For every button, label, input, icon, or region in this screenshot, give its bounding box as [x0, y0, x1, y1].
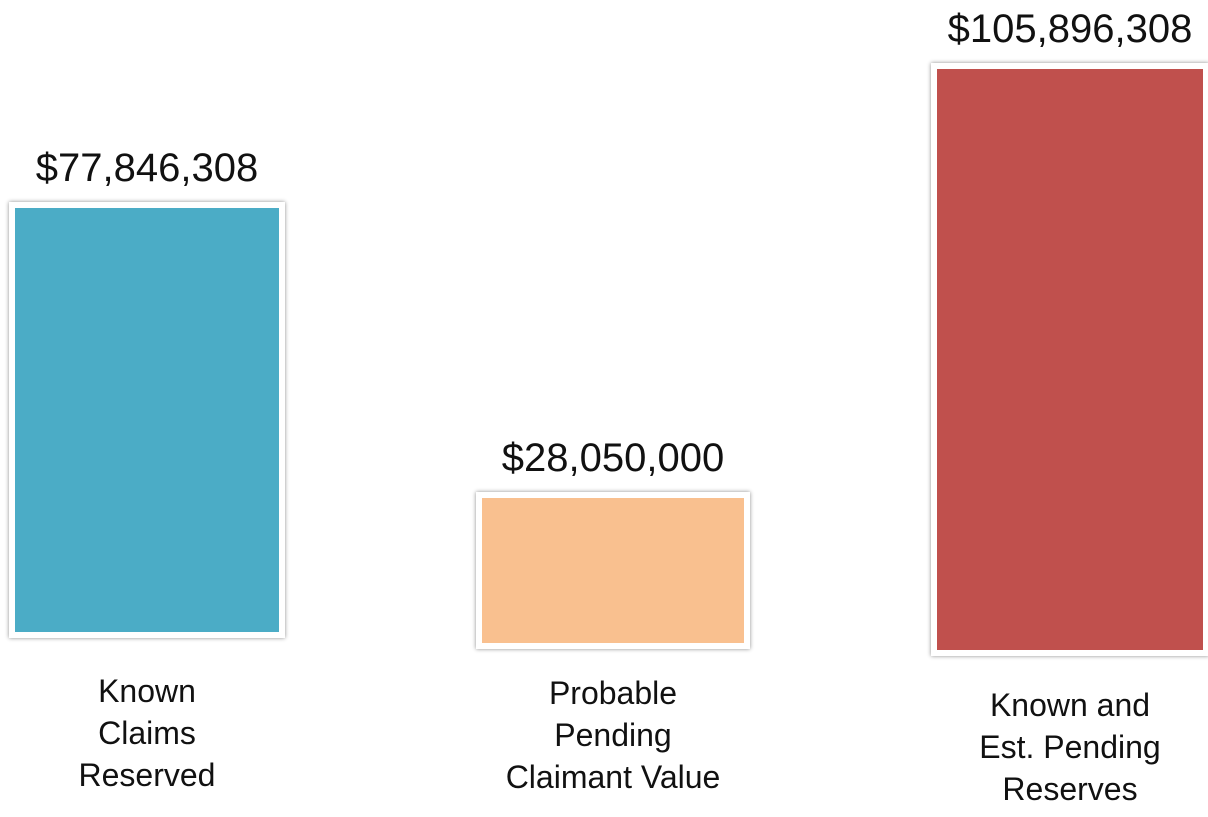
bar [931, 62, 1208, 656]
category-label: Probable Pending Claimant Value [505, 675, 721, 795]
value-label: $77,846,308 [35, 146, 259, 191]
bar [476, 491, 750, 649]
category-label: Known Claims Reserved [78, 673, 216, 793]
bar [9, 202, 285, 638]
value-label: $105,896,308 [947, 6, 1193, 51]
category-label: Known and Est. Pending Reserves [979, 687, 1161, 807]
value-label: $28,050,000 [501, 435, 725, 480]
